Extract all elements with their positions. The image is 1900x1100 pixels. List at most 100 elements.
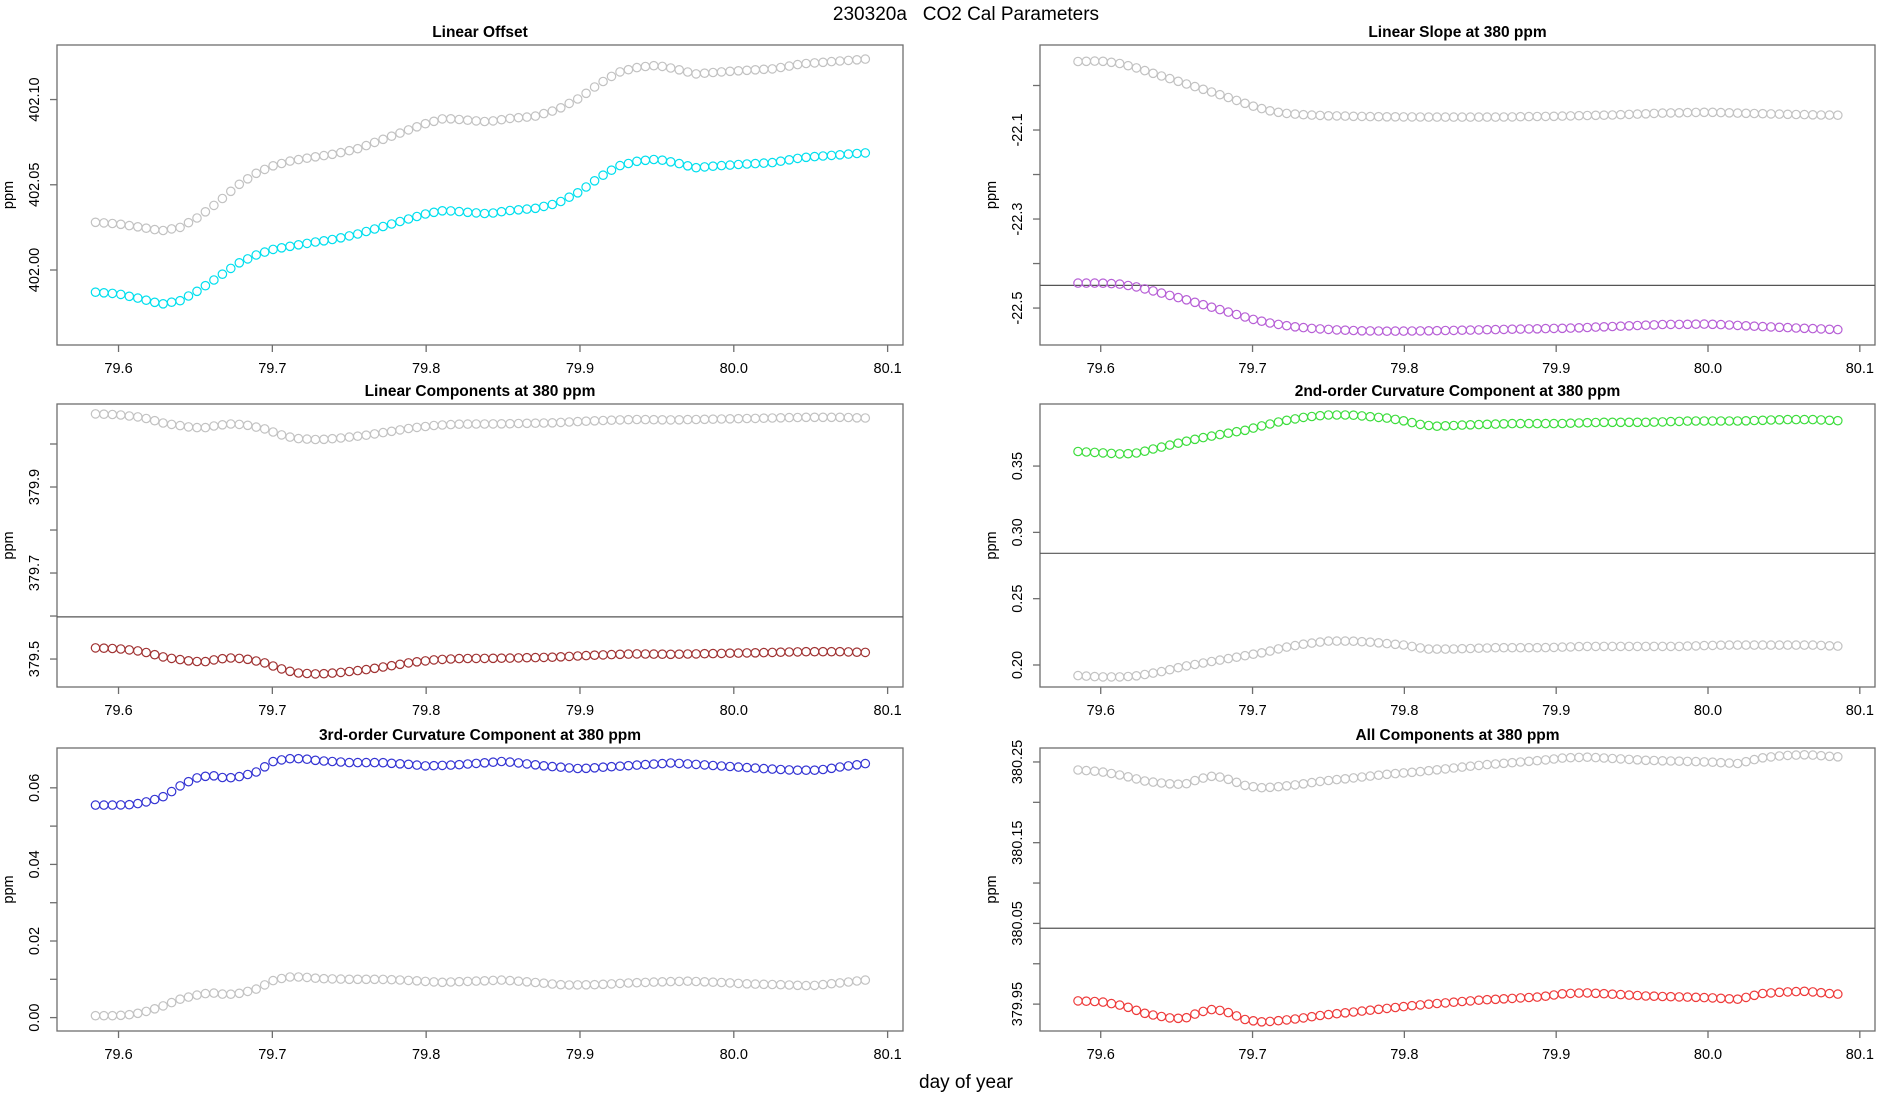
data-point: [1557, 323, 1568, 334]
panel-linear-components-at-380-ppm: Linear Components at 380 ppm 79.6 79.7 79.8…: [1, 383, 904, 719]
data-point: [767, 413, 778, 423]
data-point: [302, 668, 312, 679]
data-point: [538, 652, 549, 663]
data-point: [259, 980, 270, 990]
data-point: [412, 656, 422, 667]
data-point: [1757, 988, 1768, 999]
data-point: [1757, 108, 1768, 119]
x-tick-label: 79.6: [104, 1047, 132, 1063]
data-point: [158, 791, 168, 802]
data-point: [1131, 670, 1142, 681]
data-point: [293, 433, 304, 444]
data-point: [1682, 756, 1693, 767]
data-point: [852, 647, 862, 657]
data-point: [1707, 640, 1718, 651]
data-point: [809, 151, 820, 162]
data-point: [1190, 81, 1200, 92]
data-point: [1265, 782, 1275, 793]
data-point: [1373, 412, 1384, 423]
data-point: [1123, 771, 1133, 782]
data-point: [1156, 288, 1167, 298]
x-tick-label: 80.0: [1694, 703, 1722, 719]
data-point: [691, 649, 701, 659]
data-point: [1165, 290, 1175, 301]
data-point: [1682, 416, 1693, 426]
x-tick-label: 79.7: [258, 703, 286, 719]
data-point: [1549, 754, 1559, 764]
data-point: [1499, 758, 1509, 769]
data-point: [1649, 417, 1659, 427]
data-point: [1081, 765, 1092, 776]
data-point: [276, 243, 287, 253]
data-point: [1507, 112, 1517, 122]
data-point: [1148, 444, 1158, 454]
data-point: [1131, 448, 1142, 458]
data-point: [632, 649, 642, 659]
data-point: [149, 415, 160, 426]
data-point: [1707, 107, 1718, 118]
data-point: [555, 196, 566, 207]
data-point: [1732, 640, 1743, 650]
data-point: [395, 975, 405, 985]
data-point: [1666, 319, 1676, 330]
y-tick-label: 402.00: [27, 248, 43, 292]
data-point: [1114, 449, 1125, 459]
data-point: [1699, 319, 1709, 329]
x-tick-label: 79.9: [1542, 1047, 1570, 1063]
data-point: [1791, 750, 1801, 760]
data-point: [742, 159, 752, 169]
data-point: [437, 760, 448, 771]
data-point: [632, 414, 642, 425]
data-point: [344, 432, 355, 442]
data-point: [445, 206, 456, 216]
data-point: [437, 654, 448, 665]
data-point: [1423, 325, 1434, 336]
data-point: [1732, 994, 1743, 1004]
data-point: [183, 422, 194, 432]
data-point: [1824, 415, 1835, 426]
data-point: [1315, 324, 1325, 334]
data-point: [589, 415, 600, 426]
data-point: [344, 757, 355, 768]
data-point: [843, 977, 854, 987]
data-point: [1532, 323, 1542, 334]
data-point: [581, 88, 591, 99]
data-point: [124, 645, 135, 655]
data-point: [1574, 322, 1584, 333]
data-point: [742, 978, 752, 989]
data-point: [285, 753, 295, 764]
data-point: [1223, 653, 1234, 664]
data-point: [1465, 643, 1476, 654]
data-point: [1691, 992, 1701, 1003]
data-point: [1691, 416, 1701, 426]
data-point: [699, 648, 710, 659]
data-point: [725, 160, 735, 170]
data-point: [183, 291, 194, 301]
data-point: [1290, 321, 1300, 332]
data-point: [361, 974, 371, 985]
data-point: [1315, 776, 1325, 787]
data-point: [1365, 326, 1375, 336]
data-point: [852, 412, 862, 423]
data-point: [1215, 89, 1225, 100]
data-point: [1106, 448, 1117, 459]
data-point: [572, 416, 583, 427]
data-point: [1231, 1011, 1242, 1021]
data-point: [623, 414, 634, 425]
y-axis-label: ppm: [1, 875, 17, 903]
data-point: [166, 786, 177, 797]
data-point: [809, 980, 820, 991]
data-point: [843, 149, 854, 159]
data-point: [691, 976, 701, 987]
data-point: [1565, 752, 1576, 763]
data-point: [420, 976, 431, 987]
data-point: [598, 650, 608, 660]
data-point: [1499, 418, 1509, 429]
data-point: [1173, 76, 1183, 87]
data-point: [496, 756, 507, 767]
data-point: [1833, 324, 1843, 335]
data-point: [1273, 644, 1284, 654]
data-point: [1114, 770, 1125, 780]
data-point: [1624, 641, 1634, 652]
data-point: [555, 762, 566, 772]
